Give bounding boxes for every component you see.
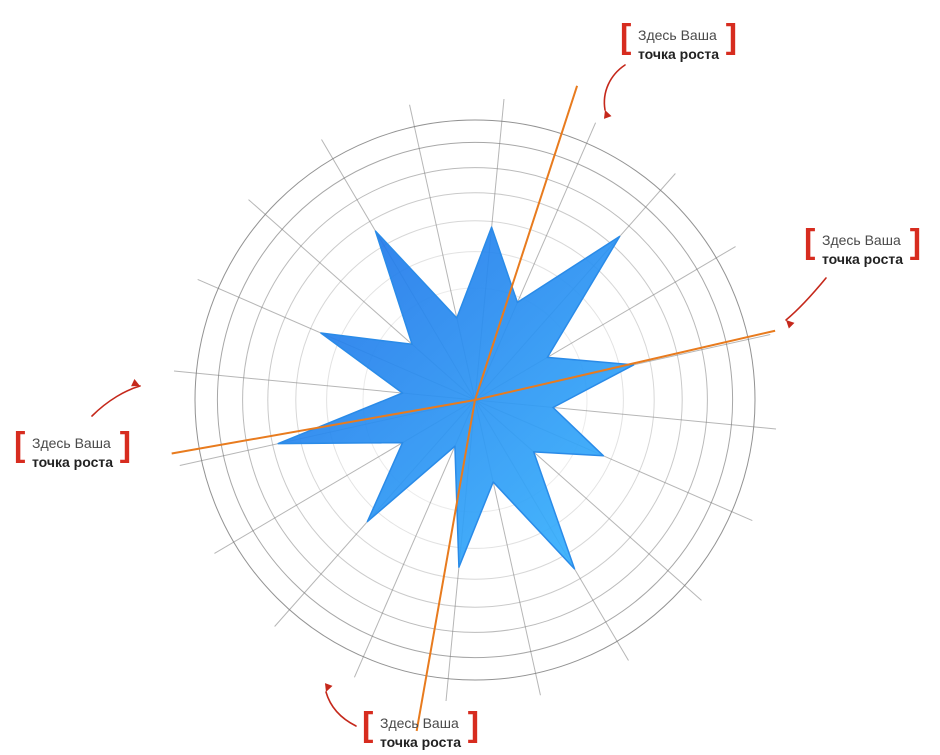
callout-line2: точка роста [638, 45, 719, 64]
callout-top: []Здесь Вашаточка роста [628, 22, 729, 68]
callout-line1: Здесь Ваша [380, 714, 461, 733]
callout-line1: Здесь Ваша [638, 26, 719, 45]
callout-line2: точка роста [822, 250, 903, 269]
radar-infographic: []Здесь Вашаточка роста[]Здесь Вашаточка… [0, 0, 940, 755]
bracket-right-icon: ] [910, 225, 921, 259]
callout-line2: точка роста [380, 733, 461, 752]
callout-left: []Здесь Вашаточка роста [22, 430, 123, 476]
callout-bottom: []Здесь Вашаточка роста [370, 710, 471, 755]
bracket-right-icon: ] [120, 428, 131, 462]
radar-chart [0, 0, 940, 755]
bracket-left-icon: [ [14, 428, 25, 462]
bracket-left-icon: [ [362, 708, 373, 742]
callout-line1: Здесь Ваша [32, 434, 113, 453]
bracket-left-icon: [ [620, 20, 631, 54]
callout-right: []Здесь Вашаточка роста [812, 227, 913, 273]
bracket-right-icon: ] [468, 708, 479, 742]
callout-line2: точка роста [32, 453, 113, 472]
bracket-right-icon: ] [726, 20, 737, 54]
bracket-left-icon: [ [804, 225, 815, 259]
callout-line1: Здесь Ваша [822, 231, 903, 250]
